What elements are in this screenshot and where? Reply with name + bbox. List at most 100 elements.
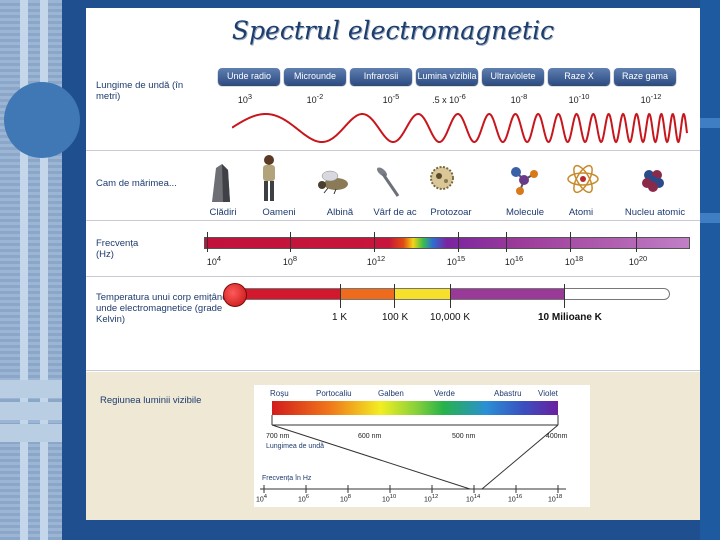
color-label-violet: Violet [538, 389, 558, 398]
wave-line [232, 112, 688, 144]
wavelength-value: .5 x 10-6 [432, 92, 466, 105]
row-divider [86, 370, 700, 371]
visible-frequency-tick: 104 [256, 494, 268, 504]
visible-frequency-tick: 106 [298, 494, 310, 504]
wave-graphic [232, 112, 688, 144]
temp-segment-yellow [395, 289, 451, 299]
temp-segment-purple [451, 289, 565, 299]
left-decor-band [0, 0, 80, 540]
wavelength-tick-label: 600 nm [358, 433, 382, 440]
object-label: Albină [326, 207, 354, 218]
object-label: Molecule [505, 207, 545, 218]
atom-icon [567, 164, 599, 194]
object-label: Clădiri [209, 207, 237, 218]
frequency-tick-label: 1020 [628, 254, 648, 267]
decor-stripe [0, 424, 62, 442]
wavelength-row-label: Lungime de undă (în metri) [96, 80, 184, 102]
temperature-tick [340, 284, 341, 308]
temp-segment-orange [341, 289, 395, 299]
wavelength-value: 10-5 [382, 92, 400, 105]
frequency-tick [374, 232, 375, 252]
visible-spectrum-bar [272, 401, 558, 415]
visible-frequency-tick: 1010 [382, 494, 397, 504]
color-label-green: Verde [434, 389, 455, 398]
frequency-tick [458, 232, 459, 252]
visible-frequency-tick: 1014 [466, 494, 481, 504]
row-divider [86, 276, 700, 277]
bee-icon [318, 170, 348, 194]
temp-segment-red [239, 289, 341, 299]
frequency-tick-label: 1015 [446, 254, 466, 267]
wavelength-caption: Lungimea de undă [266, 443, 324, 450]
decor-line [40, 0, 48, 540]
decor-line [20, 0, 28, 540]
wavelength-tick-label: 700 nm [266, 433, 290, 440]
temperature-tick [564, 284, 565, 308]
frequency-tick-label: 108 [282, 254, 298, 267]
temperature-tick-label: 10 Milioane K [538, 312, 602, 323]
visible-spectrum-inset: Roșu Portocaliu Galben Verde Abastru Vio… [254, 385, 590, 507]
spectrum-panel: Spectrul electromagnetic Lungime de undă… [86, 8, 700, 520]
wavelength-tick-label: 500 nm [452, 433, 476, 440]
person-icon [263, 155, 275, 201]
decor-line [700, 213, 720, 223]
decor-stripe [0, 402, 62, 420]
visible-frequency-tick: 108 [340, 494, 352, 504]
visible-frequency-tick: 1012 [424, 494, 439, 504]
band-infrared: Infrarosii [350, 68, 412, 85]
color-label-blue: Abastru [494, 389, 522, 398]
temperature-tick [450, 284, 451, 308]
object-label: Atomi [568, 207, 594, 218]
band-xray: Raze X [548, 68, 610, 85]
needle-icon [377, 167, 400, 197]
frequency-tick-label: 1012 [366, 254, 386, 267]
frequency-bar [204, 237, 690, 249]
wavelength-value: 10-2 [306, 92, 324, 105]
band-radio: Unde radio [218, 68, 280, 85]
molecule-icon [511, 167, 538, 195]
visible-projection-lines [260, 415, 566, 493]
temperature-tick-label: 100 K [382, 312, 409, 323]
temperature-thermometer [238, 288, 670, 300]
row-divider [86, 150, 700, 151]
temperature-tick-label: 10,000 K [430, 312, 471, 323]
band-gamma: Raze gama [614, 68, 676, 85]
temperature-tick [394, 284, 395, 308]
temperature-tick-label: 1 K [332, 312, 348, 323]
object-label: Vârf de ac [373, 207, 417, 218]
frequency-tick [570, 232, 571, 252]
size-row-label: Cam de mărimea... [96, 178, 177, 189]
band-microwave: Microunde [284, 68, 346, 85]
row-divider [86, 220, 700, 221]
frequency-caption: Frecvența în Hz [262, 475, 312, 482]
color-label-red: Roșu [270, 389, 289, 398]
wavelength-value: 103 [237, 92, 253, 105]
wavelength-value: 10-12 [640, 92, 662, 105]
frequency-row-label: Frecvența (Hz) [96, 238, 139, 260]
object-label: Nucleu atomic [624, 207, 686, 218]
object-label: Protozoar [430, 207, 472, 218]
temperature-row-label: Temperatura unui corp emițând unde elect… [96, 292, 228, 325]
frequency-tick [636, 232, 637, 252]
frequency-tick-label: 104 [206, 254, 222, 267]
wavelength-tick-label: 400nm [546, 433, 568, 440]
visible-region-label: Regiunea luminii vizibile [100, 395, 202, 406]
frequency-tick [506, 232, 507, 252]
frequency-tick-label: 1016 [504, 254, 524, 267]
band-ultraviolet: Ultraviolete [482, 68, 544, 85]
thermometer-bulb [223, 283, 247, 307]
page-title: Spectrul electromagnetic [231, 16, 555, 45]
protozoa-icon [430, 166, 454, 190]
wavelength-value: 10-10 [568, 92, 590, 105]
decor-line [700, 118, 720, 128]
frequency-tick [207, 232, 208, 252]
wavelength-value: 10-8 [510, 92, 528, 105]
right-decor-band [700, 0, 720, 540]
color-label-yellow: Galben [378, 389, 404, 398]
nucleus-icon [642, 170, 664, 192]
object-label: Oameni [262, 207, 296, 218]
visible-frequency-tick: 1018 [548, 494, 563, 504]
frequency-tick-label: 1018 [564, 254, 584, 267]
visible-frequency-tick: 1016 [508, 494, 523, 504]
band-visible: Lumina vizibila [416, 68, 478, 85]
